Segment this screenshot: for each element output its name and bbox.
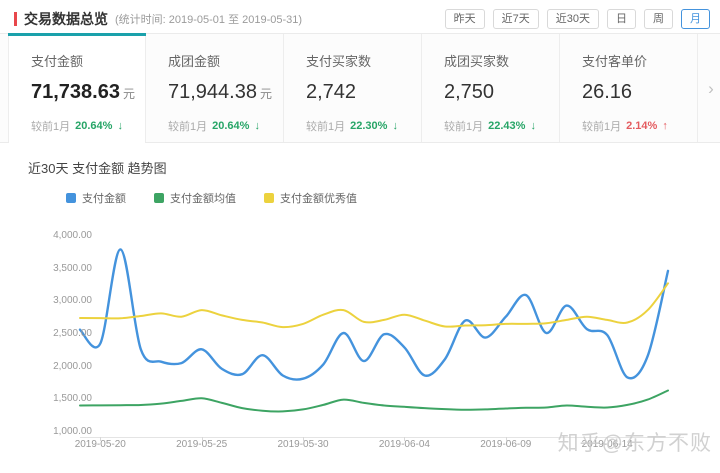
x-axis-tick bbox=[100, 437, 102, 441]
compare-period-label: 较前1月 bbox=[306, 121, 346, 133]
x-axis-line bbox=[80, 437, 684, 438]
x-axis-tick bbox=[303, 437, 305, 441]
y-axis-label: 1,500.00 bbox=[53, 393, 92, 405]
change-percent: 20.64% bbox=[75, 120, 113, 132]
y-axis-label: 1,000.00 bbox=[53, 426, 92, 437]
stat-period-subtitle: (统计时间: 2019-05-01 至 2019-05-31) bbox=[115, 14, 303, 26]
range-button-last-7-days[interactable]: 近7天 bbox=[492, 9, 539, 29]
y-axis-label: 3,000.00 bbox=[53, 295, 92, 307]
arrow-up-icon: ↑ bbox=[662, 120, 668, 132]
trend-chart[interactable]: 1,000.00 1,500.00 2,000.00 2,500.00 3,000.00… bbox=[0, 218, 720, 463]
change-percent: 2.14% bbox=[626, 120, 658, 132]
stat-label: 支付金额 bbox=[31, 54, 84, 69]
stat-value-number: 71,738.63 bbox=[31, 81, 120, 103]
stat-label: 成团买家数 bbox=[444, 54, 510, 69]
compare-period-label: 较前1月 bbox=[582, 121, 622, 133]
x-axis-tick bbox=[505, 437, 507, 441]
x-axis-label: 2019-06-09 bbox=[480, 439, 532, 450]
range-button-day[interactable]: 日 bbox=[607, 9, 636, 29]
stat-value-number: 2,750 bbox=[444, 81, 495, 103]
x-axis-label: 2019-06-04 bbox=[378, 439, 430, 450]
range-button-last-30-days[interactable]: 近30天 bbox=[546, 9, 599, 29]
compare-period-label: 较前1月 bbox=[444, 121, 484, 133]
stat-change: 较前1月 20.64% ↓ bbox=[31, 118, 145, 134]
stat-value-number: 2,742 bbox=[306, 81, 357, 103]
arrow-down-icon: ↓ bbox=[530, 120, 536, 132]
stat-card-payment-buyers[interactable]: 支付买家数 2,742 较前1月 22.30% ↓ bbox=[284, 34, 422, 142]
x-axis-label: 2019-05-20 bbox=[74, 439, 126, 450]
stat-label: 支付客单价 bbox=[582, 54, 648, 69]
arrow-down-icon: ↓ bbox=[254, 120, 260, 132]
stat-value: 71,738.63 元 bbox=[31, 81, 145, 104]
stat-card-payment-per-customer[interactable]: 支付客单价 26.16 较前1月 2.14% ↑ bbox=[560, 34, 698, 142]
change-percent: 20.64% bbox=[212, 120, 250, 132]
range-button-group: 昨天 近7天 近30天日周月 bbox=[444, 9, 710, 29]
stat-value-number: 71,944.38 bbox=[168, 81, 257, 103]
stat-change: 较前1月 22.43% ↓ bbox=[444, 118, 559, 134]
trend-chart-svg bbox=[78, 248, 670, 413]
stats-row: 支付金额 71,738.63 元较前1月 20.64% ↓ 成团金额 71,944.38 元较… bbox=[0, 33, 720, 144]
stat-change: 较前1月 20.64% ↓ bbox=[168, 118, 283, 134]
arrow-down-icon: ↓ bbox=[392, 120, 398, 132]
change-percent: 22.43% bbox=[488, 120, 526, 132]
range-button-month[interactable]: 月 bbox=[681, 9, 710, 29]
y-axis-label: 2,000.00 bbox=[53, 360, 92, 372]
stat-value: 2,750 bbox=[444, 81, 559, 104]
legend-item-payment-amount-mean[interactable]: 支付金额均值 bbox=[154, 190, 236, 206]
series-line-payment-amount-excellent bbox=[79, 282, 669, 329]
arrow-down-icon: ↓ bbox=[117, 120, 123, 132]
x-axis-tick bbox=[607, 437, 609, 441]
y-axis-label: 2,500.00 bbox=[53, 328, 92, 339]
legend-item-payment-amount-excellent[interactable]: 支付金额优秀值 bbox=[264, 190, 357, 206]
title-wrap: 交易数据总览 (统计时间: 2019-05-01 至 2019-05-31) bbox=[14, 9, 302, 29]
stat-value: 2,742 bbox=[306, 81, 421, 104]
stat-value-number: 26.16 bbox=[582, 81, 633, 103]
stat-value: 71,944.38 元 bbox=[168, 81, 283, 104]
legend-swatch-icon bbox=[264, 193, 274, 203]
stat-label: 支付买家数 bbox=[306, 54, 372, 69]
stat-value-unit: 元 bbox=[259, 87, 272, 101]
page-title: 交易数据总览 bbox=[24, 11, 108, 27]
y-axis-label: 3,500.00 bbox=[53, 262, 92, 274]
stat-label: 成团金额 bbox=[168, 54, 221, 69]
range-button-yesterday[interactable]: 昨天 bbox=[444, 9, 485, 29]
x-axis-label: 2019-05-25 bbox=[176, 439, 228, 450]
header: 交易数据总览 (统计时间: 2019-05-01 至 2019-05-31) 昨… bbox=[0, 0, 720, 32]
stat-change: 较前1月 22.30% ↓ bbox=[306, 118, 421, 134]
stat-cards: 支付金额 71,738.63 元较前1月 20.64% ↓ 成团金额 71,944.38 元较… bbox=[0, 33, 720, 144]
range-button-week[interactable]: 周 bbox=[644, 9, 673, 29]
title-accent-bar bbox=[14, 12, 17, 26]
next-cards-button[interactable]: › bbox=[703, 78, 719, 100]
x-axis-tick bbox=[201, 437, 203, 441]
stat-card-group-amount[interactable]: 成团金额 71,944.38 元较前1月 20.64% ↓ bbox=[146, 34, 284, 142]
legend-item-payment-amount[interactable]: 支付金额 bbox=[66, 190, 126, 206]
stat-value-unit: 元 bbox=[122, 87, 135, 101]
stat-value: 26.16 bbox=[582, 81, 697, 104]
x-axis-label: 2019-05-30 bbox=[277, 439, 329, 450]
legend-swatch-icon bbox=[154, 193, 164, 203]
stat-card-group-buyers[interactable]: 成团买家数 2,750 较前1月 22.43% ↓ bbox=[422, 34, 560, 142]
legend-label: 支付金额 bbox=[82, 193, 126, 205]
chart-legend: 支付金额 支付金额均值 支付金额优秀值 bbox=[66, 190, 720, 206]
series-line-payment-amount-mean bbox=[79, 389, 669, 413]
x-axis-label: 2019-06-14 bbox=[581, 439, 633, 450]
stat-change: 较前1月 2.14% ↑ bbox=[582, 118, 697, 134]
series-line-payment-amount bbox=[78, 248, 670, 381]
legend-label: 支付金额均值 bbox=[170, 193, 236, 205]
compare-period-label: 较前1月 bbox=[168, 121, 208, 133]
chart-section: 近30天 支付金额 趋势图 支付金额 支付金额均值 支付金额优秀值 1,000.00… bbox=[0, 144, 720, 473]
stat-card-payment-amount[interactable]: 支付金额 71,738.63 元较前1月 20.64% ↓ bbox=[8, 33, 146, 144]
compare-period-label: 较前1月 bbox=[31, 121, 71, 133]
x-axis-tick bbox=[404, 437, 406, 441]
chart-title: 近30天 支付金额 趋势图 bbox=[28, 161, 167, 176]
legend-swatch-icon bbox=[66, 193, 76, 203]
legend-label: 支付金额优秀值 bbox=[280, 193, 357, 205]
change-percent: 22.30% bbox=[350, 120, 388, 132]
y-axis-label: 4,000.00 bbox=[53, 230, 92, 241]
